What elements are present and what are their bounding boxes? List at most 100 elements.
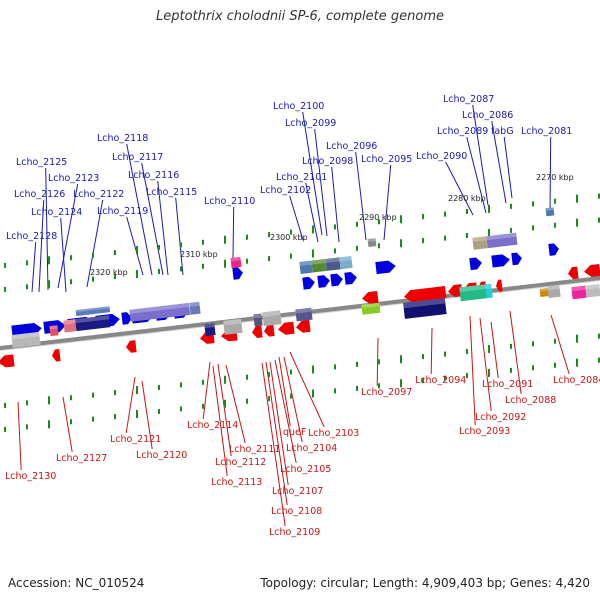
scale-label: 2290 kbp	[359, 213, 397, 222]
callout-line	[261, 362, 286, 527]
gene-label-top: Lcho_2117	[112, 152, 163, 163]
callout-line	[38, 199, 45, 293]
gene-feature-box	[299, 260, 313, 274]
gene-label-bottom: Lcho_2084	[553, 375, 600, 386]
callout-line	[126, 216, 144, 276]
gene-feature-box	[75, 306, 111, 317]
forward-gene-arrow	[548, 243, 559, 256]
gene-label-bottom: Lcho_2108	[271, 506, 322, 517]
callout-line	[202, 361, 211, 420]
gene-label-top: Lcho_2126	[14, 189, 65, 200]
gene-label-bottom: Lcho_2088	[505, 395, 556, 406]
gene-label-top: Lcho_2123	[48, 173, 99, 184]
gene-label-bottom: Lcho_2109	[269, 527, 320, 538]
callout-line	[126, 143, 153, 276]
scale-label: 2270 kbp	[536, 173, 574, 182]
callout-line	[45, 167, 49, 291]
callout-line	[175, 197, 184, 276]
callout-line	[141, 380, 153, 450]
gene-feature-box	[547, 284, 561, 299]
callout-line	[217, 363, 232, 457]
callout-line	[283, 356, 303, 443]
gene-label-top: Lcho_2081	[521, 126, 572, 137]
gene-feature-box	[223, 318, 243, 335]
gene-label-bottom: Lcho_2103	[308, 428, 359, 439]
forward-gene-arrow	[375, 260, 396, 275]
forward-gene-arrow	[232, 267, 243, 280]
callout-line	[17, 401, 22, 471]
callout-line	[490, 321, 499, 379]
callout-line	[430, 327, 433, 375]
reverse-gene-arrow	[496, 279, 503, 292]
callout-line	[503, 136, 513, 199]
callout-line	[472, 104, 489, 206]
callout-line	[302, 111, 323, 236]
reverse-gene-arrow	[404, 286, 447, 303]
forward-gene-arrow	[330, 273, 343, 287]
gene-feature-box	[325, 257, 341, 271]
callout-line	[232, 206, 235, 259]
gene-label-top: Lcho_2086	[462, 110, 513, 121]
gene-feature-box	[472, 236, 488, 250]
tick-marks	[4, 193, 600, 432]
gene-label-bottom: Lcho_2113	[211, 477, 262, 488]
scale-labels: 2320 kbp 2310 kbp 2300 kbp 2290 kbp 2280 kbp…	[90, 173, 574, 277]
reverse-gene-arrow	[0, 354, 15, 368]
callout-line	[157, 180, 169, 276]
reverse-gene-arrow	[278, 321, 295, 335]
callout-line	[549, 136, 552, 211]
genome-summary-text: Topology: circular; Length: 4,909,403 bp…	[260, 576, 590, 590]
gene-feature-box	[295, 307, 313, 322]
callout-line	[31, 241, 37, 293]
callout-line	[274, 359, 297, 464]
callout-line	[314, 128, 328, 237]
gene-label-top: Lcho_2124	[31, 207, 82, 218]
gene-feature-box	[129, 302, 191, 322]
gene-feature-box	[459, 284, 489, 302]
gene-label-bottom: Lcho_2112	[215, 457, 266, 468]
callout-line	[466, 136, 487, 214]
gene-label-bottom: Lcho_2092	[475, 412, 526, 423]
gene-label-top: Lcho_2119	[97, 206, 148, 217]
gene-feature-box	[485, 283, 493, 299]
gene-label-top: Lcho_2096	[326, 141, 377, 152]
callout-line	[355, 151, 367, 241]
accession-text: Accession: NC_010524	[8, 576, 145, 590]
gene-label-top: Lcho_2100	[273, 101, 324, 112]
gene-label-bottom: Lcho_2114	[187, 420, 238, 431]
gene-label-bottom: Lcho_2130	[5, 471, 56, 482]
gene-label-top: Lcho_2090	[416, 151, 467, 162]
page-title: Leptothrix cholodnii SP-6, complete geno…	[156, 9, 444, 24]
gene-feature-box	[75, 315, 111, 332]
gene-label-top: Lcho_2087	[443, 94, 494, 105]
forward-gene-arrow	[469, 257, 482, 271]
gene-label-top: Lcho_2128	[6, 231, 57, 242]
gene-label-top: Lcho_2095	[361, 154, 412, 165]
gene-feature-box	[262, 310, 282, 327]
gene-feature-box	[253, 313, 263, 327]
callout-line	[141, 162, 164, 276]
callout-line	[550, 314, 570, 375]
reverse-gene-arrow	[568, 266, 579, 280]
gene-label-top: Lcho_2115	[146, 187, 197, 198]
reverse-gene-arrow	[252, 325, 263, 339]
gene-feature-box	[11, 331, 41, 349]
gene-feature-box	[367, 238, 377, 248]
gene-label-top: fabG	[491, 126, 514, 137]
gene-label-top: Lcho_2122	[73, 189, 124, 200]
gene-label-bottom: Lcho_2127	[56, 453, 107, 464]
callout-line	[445, 161, 474, 216]
forward-gene-arrow	[491, 254, 510, 268]
reverse-gene-arrow	[448, 284, 463, 297]
callout-line	[491, 120, 507, 204]
gene-feature-box	[571, 285, 587, 300]
gene-feature-box	[63, 319, 77, 333]
gene-label-bottom: queF	[283, 427, 306, 438]
scale-label: 2300 kbp	[270, 233, 308, 242]
gene-label-bottom: Lcho_2093	[459, 426, 510, 437]
gene-label-bottom: Lcho_2120	[136, 450, 187, 461]
callout-line	[376, 337, 379, 387]
reverse-gene-arrow	[126, 340, 137, 353]
callout-line	[289, 351, 325, 428]
